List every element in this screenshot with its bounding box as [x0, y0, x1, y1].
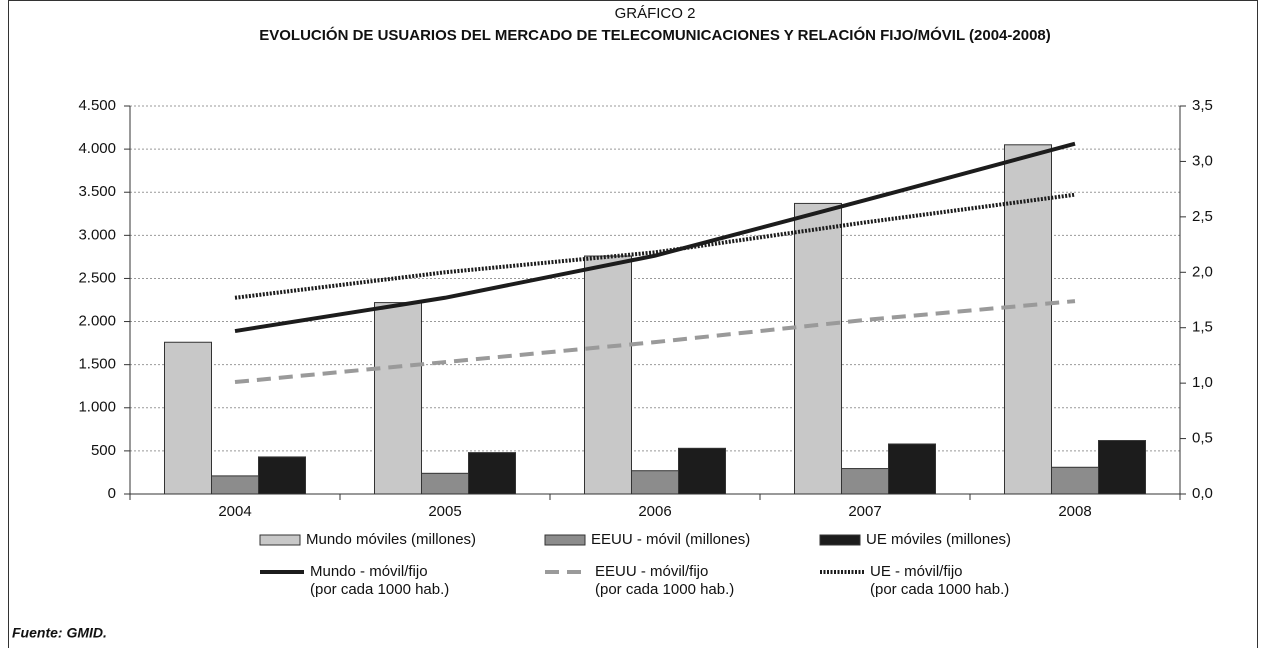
- y-tick-label: 3.000: [78, 226, 116, 243]
- y2-tick-label: 2,5: [1192, 208, 1213, 225]
- y-tick-label: 0: [108, 485, 116, 502]
- y-tick-label: 3.500: [78, 183, 116, 200]
- bar: [421, 472, 469, 495]
- legend-label: UE - móvil/fijo (por cada 1000 hab.): [870, 563, 1009, 598]
- bar: [1098, 440, 1146, 495]
- line: [234, 141, 1076, 334]
- y2-tick-label: 1,0: [1192, 374, 1213, 391]
- x-tick-label: 2005: [428, 503, 461, 520]
- y2-tick-label: 2,0: [1192, 263, 1213, 280]
- chart-supertitle: GRÁFICO 2: [615, 5, 696, 22]
- bar: [258, 456, 306, 495]
- y2-tick-label: 3,0: [1192, 152, 1213, 169]
- y2-tick-label: 3,5: [1192, 97, 1213, 114]
- bar: [888, 443, 936, 495]
- legend-label: Mundo - móvil/fijo (por cada 1000 hab.): [310, 563, 449, 598]
- y-tick-label: 1.500: [78, 356, 116, 373]
- y-tick-label: 2.000: [78, 313, 116, 330]
- line: [234, 192, 1076, 300]
- y-tick-label: 1.000: [78, 399, 116, 416]
- x-tick-label: 2008: [1058, 503, 1091, 520]
- x-tick-label: 2006: [638, 503, 671, 520]
- line: [234, 299, 1076, 385]
- bar: [468, 452, 516, 495]
- source: Fuente: GMID.: [12, 625, 107, 641]
- bar: [1004, 144, 1052, 495]
- bar: [841, 468, 889, 495]
- bar: [584, 255, 632, 495]
- frame: [8, 0, 1258, 648]
- legend-label: UE móviles (millones): [866, 531, 1011, 548]
- legend-swatch: [819, 534, 861, 546]
- y2-tick-label: 0,5: [1192, 430, 1213, 447]
- y-tick-label: 2.500: [78, 269, 116, 286]
- y2-tick-label: 1,5: [1192, 319, 1213, 336]
- bar: [211, 475, 259, 495]
- legend-label: EEUU - móvil (millones): [591, 531, 750, 548]
- chart-title: EVOLUCIÓN DE USUARIOS DEL MERCADO DE TEL…: [259, 26, 1051, 44]
- bar: [678, 447, 726, 495]
- legend-label: Mundo móviles (millones): [306, 531, 476, 548]
- bar: [1051, 466, 1099, 495]
- bar: [374, 302, 422, 495]
- x-tick-label: 2004: [218, 503, 251, 520]
- legend-swatch: [544, 534, 586, 546]
- y-tick-label: 4.500: [78, 97, 116, 114]
- y-tick-label: 500: [91, 442, 116, 459]
- x-tick-label: 2007: [848, 503, 881, 520]
- bar: [794, 202, 842, 495]
- y2-tick-label: 0,0: [1192, 485, 1213, 502]
- legend-label: EEUU - móvil/fijo (por cada 1000 hab.): [595, 563, 734, 598]
- bar: [631, 470, 679, 495]
- bar: [164, 341, 212, 495]
- legend-swatch: [259, 534, 301, 546]
- y-tick-label: 4.000: [78, 140, 116, 157]
